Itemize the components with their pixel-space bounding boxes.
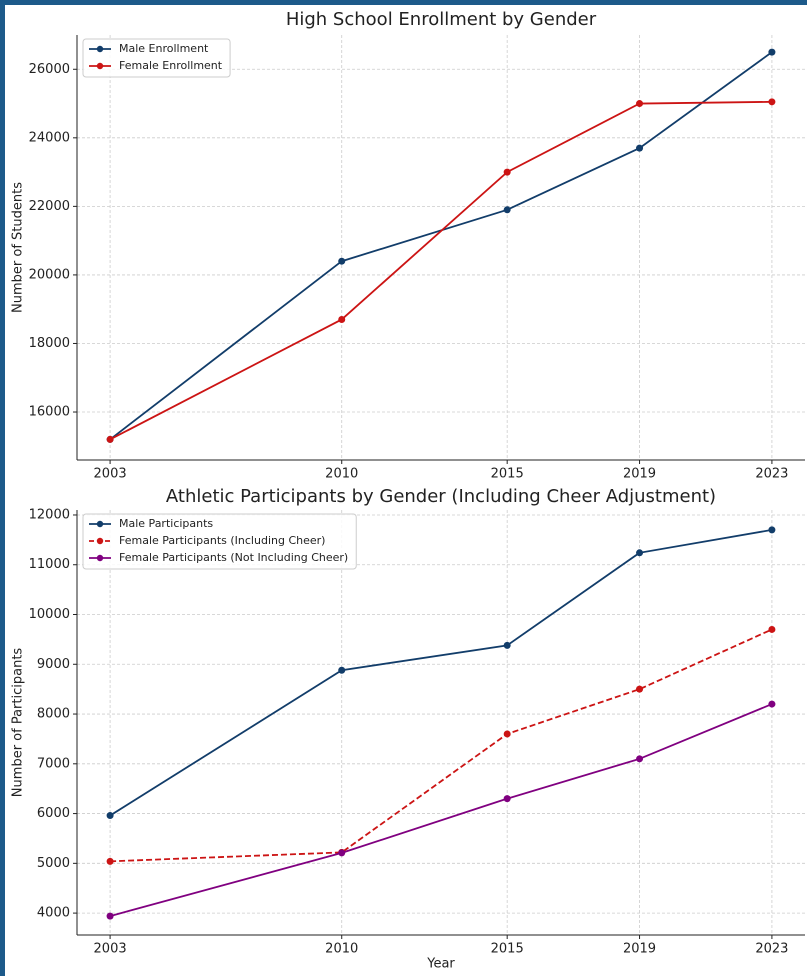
legend: Male Participants Female Participants (In… bbox=[82, 513, 357, 570]
legend-label: Male Enrollment bbox=[119, 42, 209, 55]
y-tick-label: 7000 bbox=[37, 756, 70, 771]
y-tick-label: 12000 bbox=[29, 507, 70, 522]
x-tick-label: 2010 bbox=[325, 942, 358, 957]
data-point bbox=[768, 625, 776, 633]
data-point bbox=[503, 641, 511, 649]
legend-label: Female Enrollment bbox=[119, 59, 223, 72]
data-point bbox=[503, 730, 511, 738]
x-tick-label: 2019 bbox=[623, 467, 656, 482]
data-point bbox=[338, 666, 346, 674]
x-tick-label: 2003 bbox=[94, 467, 127, 482]
data-point bbox=[768, 700, 776, 708]
y-axis-label: Number of Participants bbox=[11, 648, 26, 798]
x-axis-label: Year bbox=[426, 957, 455, 972]
y-tick-label: 18000 bbox=[29, 336, 70, 351]
data-point bbox=[503, 168, 511, 176]
x-tick-label: 2015 bbox=[491, 942, 524, 957]
y-tick-label: 6000 bbox=[37, 806, 70, 821]
legend-box bbox=[82, 513, 357, 570]
chart-title: Athletic Participants by Gender (Includi… bbox=[166, 486, 716, 507]
x-tick-label: 2023 bbox=[755, 942, 788, 957]
y-tick-label: 4000 bbox=[37, 906, 70, 921]
y-tick-label: 11000 bbox=[29, 557, 70, 572]
data-point bbox=[636, 100, 644, 108]
data-point bbox=[636, 549, 644, 557]
legend-label: Male Participants bbox=[119, 517, 213, 530]
x-tick-label: 2015 bbox=[491, 467, 524, 482]
frame-top bbox=[0, 0, 807, 5]
frame-left bbox=[0, 0, 5, 976]
legend-box bbox=[82, 38, 231, 78]
data-point bbox=[106, 912, 114, 920]
data-point bbox=[503, 795, 511, 803]
data-point bbox=[503, 206, 511, 214]
data-point bbox=[636, 755, 644, 763]
legend: Male Enrollment Female Enrollment bbox=[82, 38, 231, 78]
x-tick-label: 2023 bbox=[755, 467, 788, 482]
y-tick-label: 5000 bbox=[37, 856, 70, 871]
y-tick-label: 24000 bbox=[29, 130, 70, 145]
y-axis-label: Number of Students bbox=[11, 182, 26, 313]
data-point bbox=[106, 857, 114, 865]
x-tick-label: 2019 bbox=[623, 942, 656, 957]
x-tick-label: 2010 bbox=[325, 467, 358, 482]
y-tick-label: 26000 bbox=[29, 62, 70, 77]
data-point bbox=[106, 812, 114, 820]
data-point bbox=[768, 98, 776, 106]
data-point bbox=[768, 526, 776, 534]
y-tick-label: 20000 bbox=[29, 267, 70, 282]
chart-title: High School Enrollment by Gender bbox=[286, 9, 597, 30]
data-point bbox=[768, 48, 776, 56]
legend-label: Female Participants (Including Cheer) bbox=[119, 534, 325, 547]
data-point bbox=[636, 685, 644, 693]
legend-marker bbox=[96, 62, 104, 70]
y-tick-label: 9000 bbox=[37, 657, 70, 672]
data-point bbox=[338, 849, 346, 857]
legend-label: Female Participants (Not Including Cheer… bbox=[119, 551, 348, 564]
data-point bbox=[106, 435, 114, 443]
y-tick-label: 8000 bbox=[37, 707, 70, 722]
x-tick-label: 2003 bbox=[94, 942, 127, 957]
legend-marker bbox=[96, 45, 104, 53]
legend-marker bbox=[96, 537, 104, 545]
legend-marker bbox=[96, 554, 104, 562]
y-tick-label: 10000 bbox=[29, 607, 70, 622]
data-point bbox=[338, 257, 346, 265]
y-tick-label: 16000 bbox=[29, 405, 70, 420]
y-tick-label: 22000 bbox=[29, 199, 70, 214]
legend-marker bbox=[96, 520, 104, 528]
data-point bbox=[636, 144, 644, 152]
data-point bbox=[338, 315, 346, 323]
